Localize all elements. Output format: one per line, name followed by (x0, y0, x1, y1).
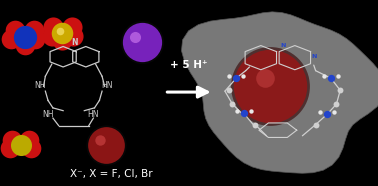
Point (241, 112, 247, 115)
Point (267, 84, 273, 87)
Point (267, 84, 273, 87)
Point (32, 38, 38, 41)
Point (317, 111, 323, 114)
Point (26, 138, 32, 141)
Point (335, 74, 341, 77)
Text: NH: NH (35, 81, 46, 90)
Text: HN: HN (101, 81, 113, 90)
Point (252, 123, 258, 126)
Text: X⁻, X = F, Cl, Br: X⁻, X = F, Cl, Br (70, 169, 153, 179)
Point (28, 146, 34, 149)
Point (226, 89, 232, 92)
Point (333, 103, 339, 106)
Point (229, 103, 235, 106)
Point (132, 35, 138, 38)
Point (103, 144, 109, 147)
Point (337, 89, 343, 92)
Point (59, 31, 65, 34)
Point (262, 77, 268, 80)
Point (22, 43, 28, 46)
Point (69, 25, 75, 28)
Point (240, 74, 246, 77)
Point (328, 77, 334, 80)
Text: N: N (311, 54, 316, 59)
Text: + 5 H⁺: + 5 H⁺ (170, 60, 208, 70)
Point (31, 28, 37, 31)
Point (18, 144, 24, 147)
Text: NH: NH (42, 110, 54, 119)
Point (313, 123, 319, 126)
Text: N: N (281, 43, 286, 48)
Point (97, 139, 103, 142)
Point (22, 36, 28, 39)
Text: N: N (71, 38, 78, 47)
Point (331, 111, 337, 114)
Point (59, 38, 65, 41)
Point (9, 138, 15, 141)
Point (139, 40, 145, 43)
Point (8, 38, 14, 41)
Point (321, 74, 327, 77)
PathPatch shape (181, 12, 378, 173)
Point (248, 110, 254, 113)
Point (233, 77, 239, 80)
Point (324, 113, 330, 116)
Text: HN: HN (88, 110, 99, 119)
Point (49, 35, 55, 38)
Point (7, 146, 13, 149)
Point (103, 144, 109, 147)
Point (50, 25, 56, 28)
Point (22, 36, 28, 39)
Point (12, 28, 18, 31)
Point (226, 74, 232, 77)
Point (57, 29, 63, 32)
Point (70, 35, 76, 38)
Point (139, 40, 145, 43)
Point (234, 110, 240, 113)
